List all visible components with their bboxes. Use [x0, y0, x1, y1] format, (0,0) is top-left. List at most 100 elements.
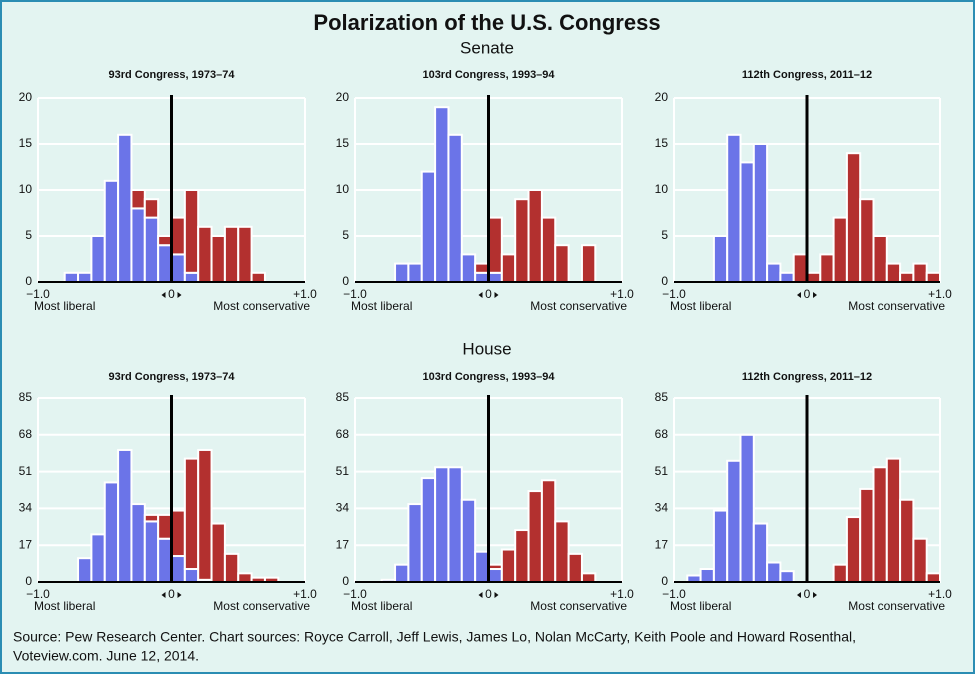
bar-republican [170, 509, 186, 558]
bar-republican [223, 225, 240, 284]
bar-democrat [77, 271, 93, 283]
bar-republican [845, 516, 862, 584]
bar-democrat [394, 262, 410, 284]
arrow-left [478, 592, 483, 598]
bar-republican [210, 522, 226, 583]
x-tick-label: 0 [485, 287, 492, 301]
panel-title: 93rd Congress, 1973–74 [109, 69, 236, 81]
x-tick-label: 0 [168, 287, 175, 301]
y-tick-label: 34 [336, 501, 350, 515]
bar-republican [832, 563, 848, 584]
y-tick-label: 0 [661, 574, 668, 588]
y-tick-label: 68 [19, 427, 33, 441]
y-tick-label: 0 [342, 274, 349, 288]
bar-democrat [474, 550, 490, 583]
y-tick-label: 20 [336, 90, 350, 104]
y-tick-label: 15 [19, 136, 33, 150]
y-tick-label: 5 [661, 228, 668, 242]
bar-democrat [407, 262, 423, 284]
bar-republican [540, 216, 557, 284]
y-tick-label: 85 [336, 390, 350, 404]
y-tick-label: 10 [336, 182, 350, 196]
y-tick-label: 5 [25, 228, 32, 242]
bar-democrat [487, 271, 503, 283]
y-tick-label: 68 [655, 427, 669, 441]
bar-republican [912, 262, 928, 284]
y-tick-label: 51 [655, 464, 669, 478]
bar-republican [806, 271, 822, 283]
bar-republican [237, 225, 253, 284]
y-tick-label: 85 [19, 390, 33, 404]
y-tick-label: 5 [342, 228, 349, 242]
source-note: Voteview.com. June 12, 2014. [13, 648, 199, 664]
bar-democrat [117, 448, 133, 583]
bar-democrat [157, 244, 173, 283]
x-tick-label: −1.0 [26, 287, 50, 301]
bar-republican [912, 537, 928, 583]
bar-republican [157, 235, 173, 247]
bar-democrat [434, 466, 450, 584]
y-tick-label: 20 [655, 90, 669, 104]
bar-republican [474, 262, 490, 274]
bar-republican [580, 572, 597, 584]
arrow-right [177, 292, 182, 298]
bar-republican [170, 216, 186, 256]
x-annotation: Most conservative [848, 299, 945, 313]
bar-democrat [63, 271, 80, 283]
y-tick-label: 51 [19, 464, 33, 478]
bar-democrat [420, 170, 437, 284]
bar-republican [527, 490, 543, 584]
bar-republican [872, 466, 888, 584]
bar-republican [819, 253, 835, 283]
bar-republican [872, 235, 888, 283]
x-annotation: Most liberal [670, 599, 731, 613]
bar-democrat [460, 498, 477, 584]
x-annotation: Most liberal [351, 299, 412, 313]
panel-title: 112th Congress, 2011–12 [742, 69, 872, 81]
bar-democrat [726, 133, 742, 283]
x-annotation: Most liberal [34, 599, 95, 613]
bar-republican [925, 271, 942, 283]
y-tick-label: 0 [661, 274, 668, 288]
bar-democrat [447, 466, 463, 584]
y-tick-label: 0 [25, 274, 32, 288]
bar-republican [832, 216, 848, 284]
bar-republican [899, 271, 915, 283]
x-tick-label: 0 [485, 587, 492, 601]
bar-republican [885, 457, 902, 583]
bar-democrat [143, 216, 160, 284]
source-note: Source: Pew Research Center. Chart sourc… [13, 629, 856, 645]
arrow-right [494, 292, 499, 298]
bar-democrat [90, 235, 106, 283]
figure-title: Polarization of the U.S. Congress [313, 10, 660, 35]
section-title: House [462, 339, 511, 358]
bar-democrat [779, 570, 795, 583]
bar-democrat [103, 481, 120, 583]
bar-democrat [766, 561, 782, 583]
arrow-right [494, 592, 499, 598]
bar-democrat [90, 533, 106, 583]
x-annotation: Most conservative [213, 299, 310, 313]
x-annotation: Most conservative [213, 599, 310, 613]
x-tick-label: −1.0 [662, 587, 686, 601]
bar-republican [792, 253, 809, 283]
bar-democrat [766, 262, 782, 284]
bar-republican [527, 189, 543, 283]
bar-democrat [130, 503, 146, 583]
bar-democrat [487, 568, 503, 584]
bar-republican [223, 552, 240, 584]
arrow-left [478, 292, 483, 298]
y-tick-label: 0 [342, 574, 349, 588]
y-tick-label: 0 [25, 574, 32, 588]
bar-democrat [407, 503, 423, 583]
panel-title: 103rd Congress, 1993–94 [422, 371, 555, 383]
bar-republican [580, 244, 597, 283]
bar-democrat [739, 161, 755, 283]
bar-republican [567, 552, 583, 584]
x-tick-label: +1.0 [293, 287, 317, 301]
bar-democrat [170, 555, 186, 584]
bar-democrat [699, 568, 715, 584]
arrow-right [813, 592, 817, 598]
x-tick-label: −1.0 [343, 287, 367, 301]
